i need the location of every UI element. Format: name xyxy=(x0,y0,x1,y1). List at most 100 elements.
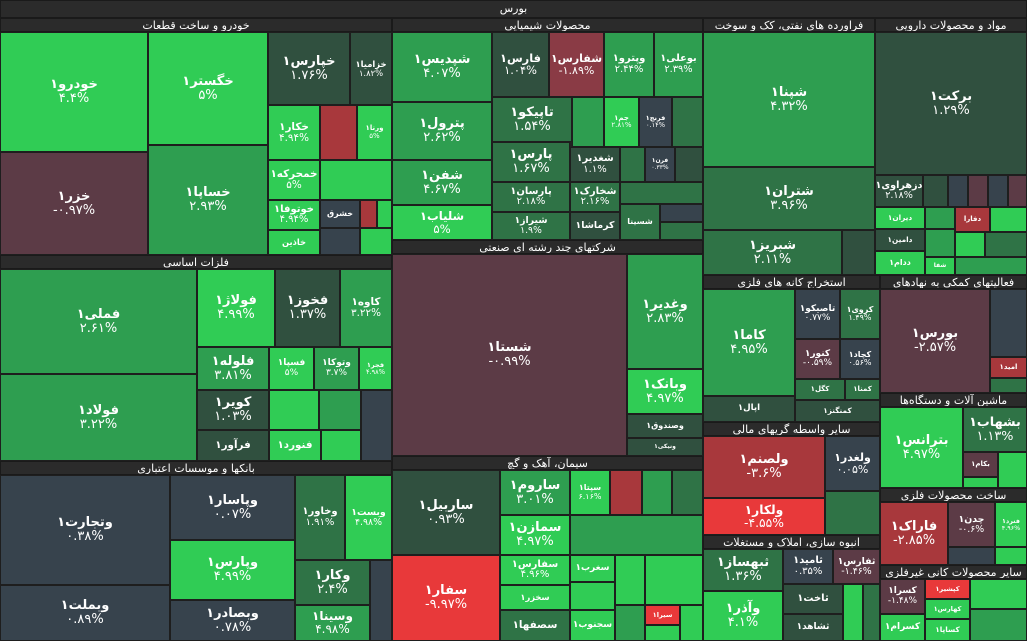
stock-symbol: سیرا۱ xyxy=(652,610,673,619)
stock-change: ۲.۳۹% xyxy=(664,63,693,75)
stock-tile: خوتوفا۱ ۴.۹۴% xyxy=(268,200,320,230)
stock-tile: وبست۱ ۴.۹۸% xyxy=(345,475,392,560)
stock-tile: خپارس۱ ۱.۷۶% xyxy=(268,32,350,105)
stock-symbol: فرآور۱ xyxy=(215,439,251,452)
stock-tile: فلوله۱ ۳.۸۱% xyxy=(197,347,269,390)
sector-header: بانکها و موسسات اعتباری xyxy=(0,461,392,475)
stock-symbol: وپاسار۱ xyxy=(207,492,258,508)
stock-tile: فملی۱ ۲.۶۱% xyxy=(0,269,197,374)
stock-symbol: بکام۱ xyxy=(971,459,990,468)
stock-tile: فولاد۱ ۳.۲۲% xyxy=(0,374,197,461)
stock-symbol: وتجارت۱ xyxy=(57,515,113,531)
stock-tile: سغرب۱ xyxy=(570,555,615,582)
stock-tile: وتجارت۱ ۰.۳۸% xyxy=(0,475,170,585)
stock-tile: ولصنم۱ -۳.۶% xyxy=(703,436,825,498)
stock-symbol: بترانس۱ xyxy=(894,432,949,448)
stock-tile xyxy=(925,229,955,257)
stock-change: ۴.۹۹% xyxy=(217,307,255,322)
sector-header: محصولات شیمیایی xyxy=(392,18,703,32)
stock-change: ۲.۶۲% xyxy=(423,130,461,145)
stock-symbol: خزر۱ xyxy=(57,188,91,204)
stock-symbol: کپشیر۱ xyxy=(935,584,960,593)
stock-symbol: کچاد۱ xyxy=(848,349,872,359)
stock-tile: کساپا۱ xyxy=(925,619,970,641)
stock-tile: وبملت۱ ۰.۸۹% xyxy=(0,585,170,641)
stock-tile xyxy=(320,105,357,160)
stock-change: ۴.۱% xyxy=(727,615,759,630)
stock-symbol: خوتوفا۱ xyxy=(274,203,314,215)
stock-change: ۱.۴۹% xyxy=(848,313,872,322)
stock-symbol: وبانک۱ xyxy=(643,376,687,392)
stock-symbol: خمحرکه۱ xyxy=(270,168,318,181)
stock-tile xyxy=(955,232,985,257)
stock-change: ۵% xyxy=(369,131,380,140)
stock-symbol: فسپا۱ xyxy=(277,358,306,369)
stock-change: ۳.۹۶% xyxy=(770,197,808,213)
stock-tile: فرن۱ ۰.۳۳% xyxy=(645,147,675,182)
stock-tile xyxy=(863,584,880,641)
stock-symbol: وتوکا۱ xyxy=(322,358,351,369)
stock-symbol: ولکار۱ xyxy=(744,502,784,517)
stock-tile xyxy=(988,175,1008,207)
stock-tile xyxy=(923,175,948,207)
sector-header: فراورده های نفتی، کک و سوخت xyxy=(703,18,875,32)
stock-change: ۳.۰۱% xyxy=(516,491,554,507)
stock-change: ۰.۹۳% xyxy=(427,511,465,527)
stock-symbol: خگستر۱ xyxy=(182,73,234,89)
stock-tile xyxy=(843,584,863,641)
stock-tile xyxy=(320,160,392,200)
stock-symbol: ثامید۱ xyxy=(793,555,823,566)
stock-symbol: ولغدر۱ xyxy=(834,450,871,464)
stock-symbol: ثبهساز۱ xyxy=(716,555,770,571)
stock-change: -۳.۶% xyxy=(746,466,782,481)
stock-tile: کروی۱ ۱.۴۹% xyxy=(840,289,880,339)
stock-symbol: سخزر۱ xyxy=(520,592,550,603)
stock-tile: سجنوب۱ xyxy=(570,610,615,641)
stock-symbol: فملی۱ xyxy=(76,306,121,322)
stock-symbol: برکت۱ xyxy=(929,88,973,104)
stock-tile: شیراز۱ ۱.۹% xyxy=(492,212,570,240)
stock-tile xyxy=(660,222,703,240)
stock-symbol: وخاور۱ xyxy=(302,506,338,517)
stock-change: ۴.۰۷% xyxy=(423,66,461,81)
stock-change: ۴.۹۷% xyxy=(902,446,941,462)
sector-header: ماشین آلات و دستگاه‌ها xyxy=(880,393,1027,407)
stock-change: -۰.۶% xyxy=(958,523,985,535)
stock-change: ۱.۰۴% xyxy=(504,62,537,77)
stock-symbol: کاوه۱ xyxy=(351,296,381,309)
stock-tile xyxy=(1008,175,1027,207)
sector-header: سایر واسطه گریهای مالی xyxy=(703,422,880,436)
stock-change: ۴.۹۸% xyxy=(366,367,385,376)
stock-tile: خزر۱ -۰.۹۷% xyxy=(0,152,148,255)
stock-tile: سفار۱ -۹.۹۷% xyxy=(392,555,500,641)
stock-tile: امید۱ xyxy=(990,357,1027,378)
stock-symbol: فرنج۱ xyxy=(645,114,666,123)
stock-change: ۴.۹۶% xyxy=(520,569,550,580)
stock-tile: خکار۱ ۴.۹۴% xyxy=(268,105,320,160)
stock-change: -۲.۵۷% xyxy=(913,340,957,355)
stock-tile: فرآور۱ xyxy=(197,430,269,461)
stock-tile xyxy=(970,579,1027,609)
stock-tile xyxy=(955,257,1027,275)
stock-tile xyxy=(620,182,703,204)
stock-tile: ثشاهد۱ xyxy=(783,614,843,641)
stock-symbol: وغدیر۱ xyxy=(642,296,688,312)
stock-tile: خودرو۱ ۴.۴% xyxy=(0,32,148,152)
stock-tile: کویر۱ ۱.۰۳% xyxy=(197,390,269,430)
stock-tile xyxy=(660,204,703,222)
stock-symbol: خپارس۱ xyxy=(282,53,336,69)
stock-tile: کنور۱ -۰.۵۹% xyxy=(795,339,840,379)
stock-tile xyxy=(615,605,645,641)
stock-symbol: وپترو۱ xyxy=(612,53,646,64)
stock-symbol: شغدیر۱ xyxy=(576,153,614,164)
stock-tile: وخاور۱ ۱.۹۱% xyxy=(295,475,345,560)
stock-change: ۱.۱۳% xyxy=(976,428,1014,444)
stock-tile: پترول۱ ۲.۶۲% xyxy=(392,102,492,160)
stock-tile: وپارس۱ ۴.۹۹% xyxy=(170,540,295,600)
stock-change: -۱.۸۹% xyxy=(558,63,595,77)
stock-symbol: سفارس۱ xyxy=(511,558,559,570)
stock-symbol: دفارا xyxy=(963,214,982,223)
stock-change: ۵% xyxy=(198,87,218,103)
stock-change: ۰.۰۵% xyxy=(836,462,869,476)
